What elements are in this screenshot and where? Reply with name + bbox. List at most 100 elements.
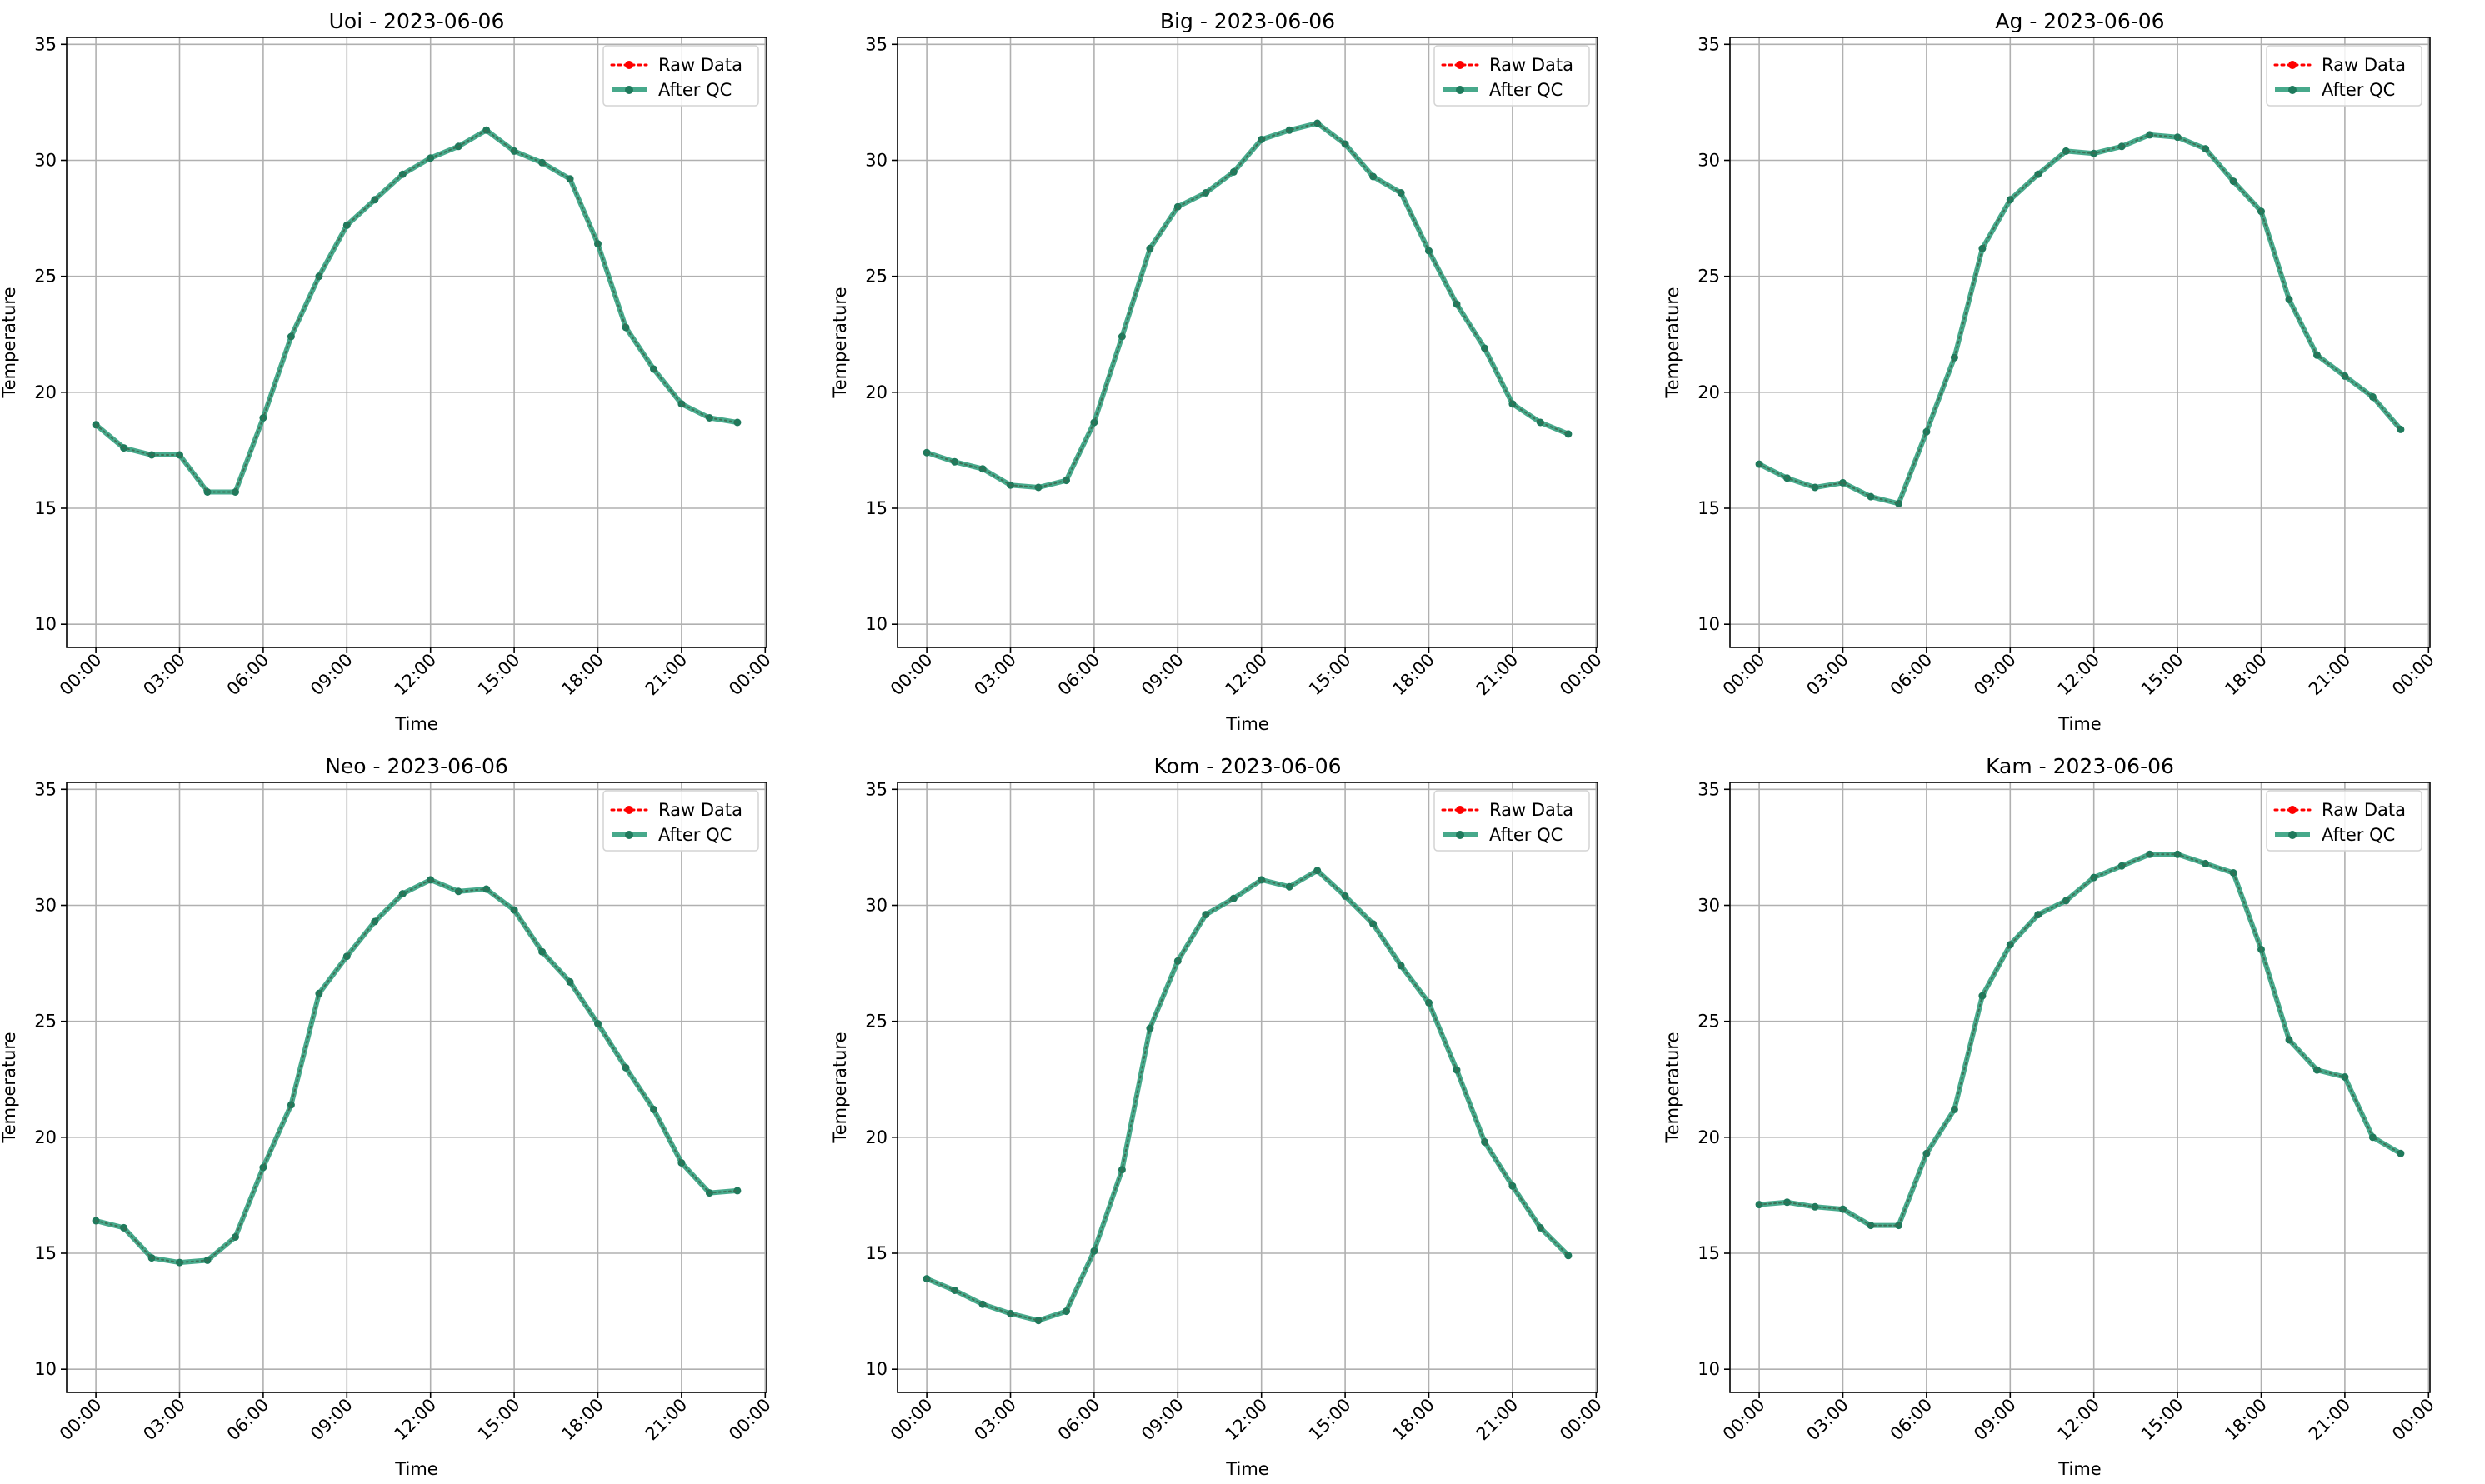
axes-frame <box>66 782 768 1393</box>
axes-frame <box>897 782 1598 1393</box>
subplot-0: 10 15 20 25 30 35 00:00 03:00 06:00 09:00 12:00 15:… <box>0 9 775 734</box>
x-tick-label: 00:00 <box>56 650 106 700</box>
y-tick-label: 15 <box>1698 498 1720 518</box>
x-tick-label: 21:00 <box>1472 1395 1522 1445</box>
x-tick-label: 03:00 <box>970 1395 1020 1445</box>
y-tick-label: 10 <box>34 1359 57 1379</box>
y-tick-label: 30 <box>865 896 888 916</box>
series-raw-data-line <box>926 869 1569 1322</box>
legend-qc-marker <box>1456 86 1464 94</box>
x-tick-label: 00:00 <box>2388 1395 2438 1445</box>
axes-frame <box>1729 782 2431 1393</box>
series-after-qc-line <box>93 127 740 495</box>
y-axis-label: Temperature <box>1662 1032 1682 1143</box>
x-tick-label: 09:00 <box>1138 650 1188 700</box>
x-tick-label: 03:00 <box>1802 1395 1852 1445</box>
legend-qc-label: After QC <box>2322 80 2395 100</box>
x-tick-label: 03:00 <box>139 650 189 700</box>
x-tick-label: 18:00 <box>558 650 608 700</box>
subplot-5: 10 15 20 25 30 35 00:00 03:00 06:00 09:00 12:00 15:… <box>1662 754 2438 1479</box>
x-tick-label: 18:00 <box>2221 650 2271 700</box>
series-raw-data-line <box>1758 133 2402 505</box>
x-tick-label: 06:00 <box>1887 650 1937 700</box>
y-tick-label: 30 <box>34 896 57 916</box>
legend-qc-label: After QC <box>1489 80 1562 100</box>
legend-raw-marker <box>2288 61 2297 69</box>
legend: Raw Data After QC <box>2266 790 2422 852</box>
series-raw-data-line <box>1758 853 2402 1227</box>
series-raw-data-line <box>95 878 738 1264</box>
after-qc-point <box>1313 867 1322 875</box>
x-tick-label: 00:00 <box>2388 650 2438 700</box>
legend-qc-marker <box>2288 86 2297 94</box>
after-qc-point <box>2146 850 2154 858</box>
y-tick-label: 15 <box>34 1243 57 1263</box>
after-qc-point <box>1173 957 1182 965</box>
after-qc-point <box>733 1187 742 1195</box>
y-axis-label: Temperature <box>0 1032 19 1143</box>
x-tick-label: 15:00 <box>474 1395 524 1445</box>
x-tick-label: 09:00 <box>1138 1395 1188 1445</box>
legend: Raw Data After QC <box>602 45 759 107</box>
axes-frame <box>66 37 768 648</box>
y-tick-label: 10 <box>34 614 57 634</box>
y-tick-label: 10 <box>1698 614 1720 634</box>
x-tick-label: 00:00 <box>1556 650 1606 700</box>
x-tick-label: 03:00 <box>139 1395 189 1445</box>
x-tick-label: 15:00 <box>2138 650 2188 700</box>
legend-raw-label: Raw Data <box>2322 800 2406 820</box>
y-tick-label: 20 <box>865 382 888 402</box>
series-raw-data-line <box>926 122 1569 489</box>
y-tick-label: 25 <box>1698 1012 1720 1032</box>
series-after-qc-line <box>1757 132 2403 507</box>
legend-qc-marker <box>625 831 633 839</box>
after-qc-point <box>2006 196 2014 204</box>
y-tick-label: 10 <box>865 614 888 634</box>
x-tick-label: 00:00 <box>1556 1395 1606 1445</box>
x-tick-label: 18:00 <box>1388 1395 1438 1445</box>
subplot-title: Kom - 2023-06-06 <box>1154 754 1342 778</box>
x-tick-label: 06:00 <box>1054 1395 1104 1445</box>
after-qc-point <box>1425 998 1432 1007</box>
x-tick-label: 09:00 <box>1970 1395 2020 1445</box>
x-tick-label: 09:00 <box>1970 650 2020 700</box>
legend-qc-label: After QC <box>658 80 732 100</box>
after-qc-point <box>315 272 323 281</box>
series-after-qc-line <box>924 121 1571 490</box>
x-tick-label: 03:00 <box>970 650 1020 700</box>
axes-frame <box>1729 37 2431 648</box>
y-axis-label: Temperature <box>830 287 850 398</box>
y-tick-label: 25 <box>34 267 57 287</box>
x-tick-label: 18:00 <box>2221 1395 2271 1445</box>
y-tick-label: 35 <box>34 779 57 799</box>
after-qc-point <box>733 418 742 427</box>
x-tick-label: 00:00 <box>1719 650 1769 700</box>
x-axis-label: Time <box>1225 1459 1268 1479</box>
after-qc-point <box>1783 1198 1792 1207</box>
x-axis-label: Time <box>2058 714 2101 734</box>
y-tick-label: 15 <box>865 1243 888 1263</box>
after-qc-point <box>1564 430 1572 438</box>
after-qc-point <box>176 1258 183 1267</box>
after-qc-point <box>1285 126 1293 134</box>
y-axis-label: Temperature <box>0 287 19 398</box>
x-tick-label: 18:00 <box>1388 650 1438 700</box>
after-qc-point <box>2118 862 2126 870</box>
legend-raw-label: Raw Data <box>1489 800 1573 820</box>
x-axis-label: Time <box>394 1459 438 1479</box>
series-raw-data-line <box>95 129 738 493</box>
x-tick-label: 06:00 <box>223 650 273 700</box>
y-tick-label: 35 <box>865 779 888 799</box>
after-qc-point <box>1034 483 1042 492</box>
y-tick-label: 25 <box>34 1012 57 1032</box>
subplot-title: Ag - 2023-06-06 <box>1995 9 2164 33</box>
y-tick-label: 20 <box>34 1127 57 1147</box>
y-tick-label: 30 <box>34 151 57 171</box>
after-qc-point <box>1481 344 1488 352</box>
x-tick-label: 21:00 <box>642 650 692 700</box>
subplot-4: 10 15 20 25 30 35 00:00 03:00 06:00 09:00 12:00 15:… <box>830 754 1606 1479</box>
y-axis-label: Temperature <box>830 1032 850 1143</box>
x-tick-label: 18:00 <box>558 1395 608 1445</box>
x-tick-label: 12:00 <box>1221 1395 1271 1445</box>
y-tick-label: 35 <box>1698 779 1720 799</box>
